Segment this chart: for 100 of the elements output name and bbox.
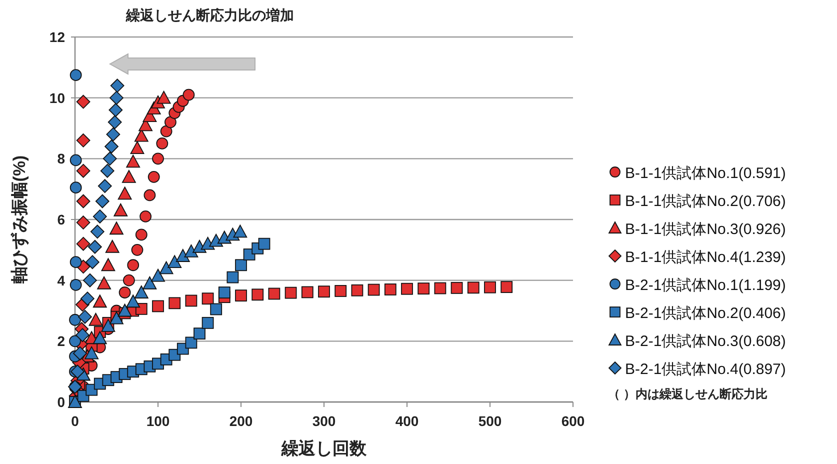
point [105,240,120,253]
x-tick-label: 100 [146,413,170,429]
text: （ ）内は繰返しせん断応力比 [608,387,768,401]
point [334,285,347,297]
point [418,282,430,294]
point [92,294,107,308]
point [450,282,463,294]
point [151,268,165,282]
point [78,310,92,324]
point [159,261,174,274]
point [160,125,172,138]
point [118,286,131,298]
point [284,286,297,299]
point [104,140,118,154]
point [268,288,280,300]
point [76,133,90,148]
point [92,210,107,224]
point [101,258,116,272]
point [126,154,140,168]
point [70,278,82,291]
point [70,154,82,166]
point [168,297,181,310]
point [131,244,144,256]
point [152,152,164,165]
point [90,224,104,239]
y-tick-label: 12 [49,29,66,45]
point [127,259,140,272]
x-tick-label: 300 [312,413,336,429]
point [210,303,222,316]
point [202,316,214,329]
y-tick-label: 8 [57,150,66,167]
point [98,179,112,193]
point [76,94,90,109]
point [168,255,182,268]
point [76,236,90,251]
point [76,328,90,342]
legend-label: B-2-1供試体No.3(0.608) [625,333,786,350]
point [110,78,124,93]
point [76,194,90,208]
point [95,194,110,208]
point [176,249,190,262]
point [318,286,330,298]
point [500,281,513,293]
point [101,319,116,332]
point [76,164,90,178]
point [88,240,102,254]
point [218,286,230,298]
point [80,292,94,306]
x-axis-title: 繰返し回数 [280,439,368,458]
point [194,328,206,340]
point [434,282,446,294]
legend-label: B-1-1供試体No.2(0.706) [625,193,786,210]
x-tick-label: 0 [71,413,80,429]
point [70,256,82,268]
point [164,116,176,128]
x-tick-label: 500 [478,413,502,429]
point [384,284,396,296]
point [88,312,103,326]
point [140,210,152,222]
chart-title: 繰返しせん断応力比の増加 [125,7,294,23]
legend-label: B-2-1供試体No.4(0.897) [625,361,786,378]
point [184,244,198,258]
point [467,282,480,294]
point [118,304,132,317]
point [135,228,148,241]
point [144,189,156,202]
x-tick-label: 200 [229,413,253,429]
point [156,90,171,104]
legend-label: B-2-1供試体No.1(1.199) [625,277,786,294]
point [85,255,100,270]
point [226,271,239,284]
point [142,276,157,290]
point [233,224,248,238]
point [301,286,314,298]
point [82,273,97,288]
point [351,284,364,296]
y-axis-title: 軸ひずみ振幅(%) [10,155,29,285]
point [110,222,124,235]
point [156,138,168,150]
point [100,164,114,178]
point [70,69,82,81]
legend-label: B-1-1供試体No.4(1.239) [625,249,786,266]
y-tick-label: 6 [57,212,66,228]
point [235,290,247,302]
point [185,336,198,349]
y-tick-label: 4 [57,272,66,288]
y-tick-label: 2 [57,333,66,350]
legend-label: B-1-1供試体No.3(0.926) [625,221,786,238]
point [108,103,123,117]
point [122,170,136,183]
point [130,141,144,154]
point [368,284,380,296]
point [148,170,160,183]
point [152,300,164,312]
y-tick-label: 0 [57,394,66,410]
point [114,203,128,216]
point [108,115,122,130]
point [126,294,140,308]
point [200,236,215,250]
legend-label: B-2-1供試体No.2(0.406) [625,305,786,322]
